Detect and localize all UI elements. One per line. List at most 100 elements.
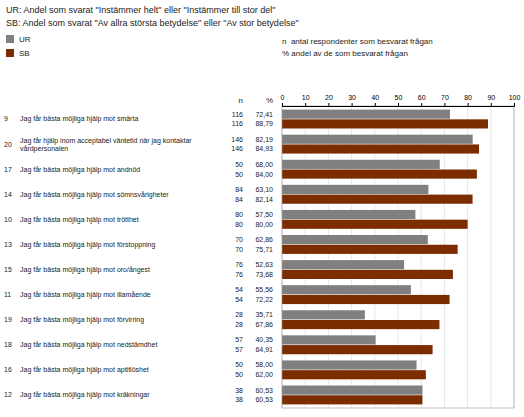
legend-label: UR [19,35,31,44]
count-label: 57 [235,346,243,353]
category-label: Jag får bästa möjliga hjälp mot förstopp… [20,241,156,249]
column-header: % [266,96,273,105]
value-label: 82,14 [255,196,273,203]
tick-label: 80 [464,94,472,101]
grid [282,106,514,408]
category-label: vårdpersonalen [20,145,68,153]
bar [282,345,433,354]
count-label: 80 [235,211,243,218]
category-label: Jag får bästa möjliga hjälp mot trötthet [20,216,139,224]
count-label: 38 [235,396,243,403]
bar [282,395,422,404]
value-label: 64,91 [255,346,273,353]
count-label: 84 [235,186,243,193]
bar [282,195,473,204]
count-label: 28 [235,311,243,318]
category-number: 17 [4,166,12,173]
annotation: n antal respondenter som besvarat frågan [282,37,433,46]
title: UR: Andel som svarat "Instämmer helt" el… [6,5,275,15]
category-number: 12 [4,391,12,398]
category-label: Jag får bästa möjliga hjälp mot illamåen… [20,291,151,299]
bar [282,160,440,169]
tick: 10 [302,94,310,106]
bar [282,260,404,269]
value-label: 84,93 [255,145,273,152]
count-label: 50 [235,161,243,168]
bar [282,370,426,379]
bar [282,170,477,179]
category-number: 18 [4,341,12,348]
bar [282,119,488,128]
category-label: Jag får bästa möjliga hjälp mot nedstämd… [20,341,157,349]
tick-mark [421,103,422,106]
count-label: 84 [235,196,243,203]
tick-label: 70 [441,94,449,101]
bar [282,185,428,194]
value-label: 75,71 [255,246,273,253]
grid-line [490,106,491,408]
value-label: 72,41 [255,111,273,118]
tick-mark [282,103,283,106]
tick-label: 60 [418,94,426,101]
count-label: 70 [235,246,243,253]
tick: 80 [464,94,472,106]
count-label: 54 [235,296,243,303]
tick-label: 90 [487,94,495,101]
bar [282,235,428,244]
bar [282,245,458,254]
category-number: 13 [4,241,12,248]
bar [282,335,376,344]
category-label: Jag får bästa möjliga hjälp mot förvirri… [20,316,144,324]
category-number: 9 [4,115,8,122]
value-label: 35,71 [255,311,273,318]
category-number: 11 [4,291,11,298]
tick: 40 [371,94,379,106]
category-number: 14 [4,191,12,198]
value-label: 84,00 [255,171,273,178]
bars [282,110,488,405]
category-label: Jag får bästa möjliga hjälp mot andnöd [20,166,140,174]
bar [282,386,422,395]
category-label: Jag får bästa möjliga hjälp mot smärta [20,115,138,123]
category-label: Jag får bästa möjliga hjälp mot aptitlös… [20,366,149,374]
bar [282,210,415,219]
tick-label: 40 [371,94,379,101]
bar [282,360,417,369]
legend: URSB [6,35,31,58]
value-label: 62,86 [255,236,273,243]
legend-swatch [6,49,14,57]
tick-mark [352,103,353,106]
bar [282,220,468,229]
axis-domain [283,103,515,107]
tick-label: 20 [325,94,333,101]
count-label: 76 [235,261,243,268]
count-label: 57 [235,336,243,343]
count-label: 80 [235,221,243,228]
value-label: 80,00 [255,221,273,228]
tick-label: 50 [395,94,403,101]
tick-mark [398,103,399,106]
category-number: 15 [4,266,12,273]
bar [282,320,439,329]
tick-mark [328,103,329,106]
value-label: 60,53 [255,387,273,394]
table: n% 9 Jag får bästa möjliga hjälp mot smärt… [4,96,273,403]
category-label: Jag får bästa möjliga hjälp mot kräkning… [20,391,150,399]
value-label: 88,79 [255,120,273,127]
count-label: 76 [235,271,243,278]
plot-frame [282,106,514,408]
tick-mark [491,103,492,106]
value-label: 67,86 [255,321,273,328]
tick-mark [444,103,445,106]
value-label: 68,00 [255,161,273,168]
tick: 100 [509,94,521,106]
column-header: n [239,96,243,105]
category-label: Jag får bästa möjliga hjälp mot sömnsvår… [20,191,169,199]
value-label: 73,68 [255,271,273,278]
count-label: 50 [235,371,243,378]
bar [282,144,479,153]
tick-label: 100 [509,94,521,101]
annotation: % andel av de som besvarat frågan [282,49,408,58]
tick-mark [305,103,306,106]
category-label: Jag får hjälp inom acceptabel väntetid n… [20,137,192,145]
